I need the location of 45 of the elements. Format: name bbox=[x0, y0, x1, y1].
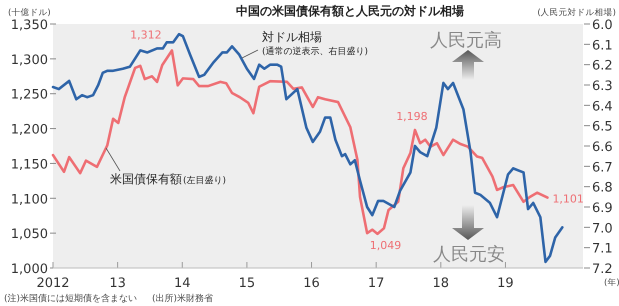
y2-axis-title: (人民元対ドル相場) bbox=[537, 7, 616, 18]
annotation: (左目盛り) bbox=[183, 175, 226, 186]
annotation: 1,101 bbox=[552, 192, 584, 206]
y-tick-label: 1,100 bbox=[10, 192, 48, 208]
annotation: 1,312 bbox=[130, 28, 162, 42]
y-axis-title: (十億ドル) bbox=[8, 7, 51, 18]
chart-title: 中国の米国債保有額と人民元の対ドル相場 bbox=[236, 4, 464, 18]
y2-tick-label: 6.4 bbox=[592, 99, 613, 114]
annotation: (通常の逆表示、右目盛り) bbox=[262, 46, 368, 57]
x-tick-label: 2012 bbox=[36, 276, 70, 291]
text: (出所)米財務省 bbox=[152, 293, 214, 304]
x-tick-label: 18 bbox=[432, 276, 450, 291]
y2-tick-label: 7.0 bbox=[592, 221, 613, 236]
y2-tick-label: 6.9 bbox=[592, 201, 613, 216]
y2-tick-label: 7.1 bbox=[592, 242, 613, 257]
y2-tick-label: 6.5 bbox=[592, 120, 613, 135]
annotation: 1,198 bbox=[396, 110, 428, 123]
series-label: 対ドル相場 bbox=[262, 30, 322, 44]
text: (注)米国債には短期債を含まない bbox=[4, 293, 138, 304]
y2-tick-label: 6.0 bbox=[592, 18, 613, 33]
x-tick-label: 16 bbox=[303, 276, 320, 291]
x-tick-label: 15 bbox=[238, 276, 256, 291]
y-tick-label: 1,300 bbox=[10, 52, 48, 68]
y-tick-label: 1,250 bbox=[10, 88, 48, 103]
y2-tick-label: 6.8 bbox=[592, 180, 613, 196]
y-tick-label: 1,350 bbox=[10, 18, 48, 33]
x-tick-label: 13 bbox=[109, 276, 126, 291]
x-tick-label: 17 bbox=[368, 276, 384, 291]
y-tick-label: 1,000 bbox=[10, 262, 48, 277]
x-tick-label: 14 bbox=[174, 276, 191, 291]
y-tick-label: 1,150 bbox=[10, 157, 48, 172]
y2-tick-label: 6.7 bbox=[592, 160, 613, 176]
y2-tick-label: 7.2 bbox=[592, 262, 613, 277]
y2-tick-label: 6.1 bbox=[592, 38, 613, 54]
y2-tick-label: 6.6 bbox=[592, 140, 613, 155]
series-label: 米国債保有額 bbox=[110, 172, 182, 186]
x-axis-title: (年) bbox=[604, 277, 619, 288]
annotation: 1,049 bbox=[370, 238, 402, 252]
x-tick-label: 19 bbox=[497, 276, 514, 291]
y-tick-label: 1,200 bbox=[10, 122, 48, 138]
y-tick-label: 1,050 bbox=[10, 227, 48, 242]
y2-tick-label: 6.3 bbox=[592, 79, 613, 94]
annotation: 人民元高 bbox=[430, 30, 502, 51]
y2-tick-label: 6.2 bbox=[592, 58, 613, 74]
annotation: 人民元安 bbox=[433, 244, 505, 265]
